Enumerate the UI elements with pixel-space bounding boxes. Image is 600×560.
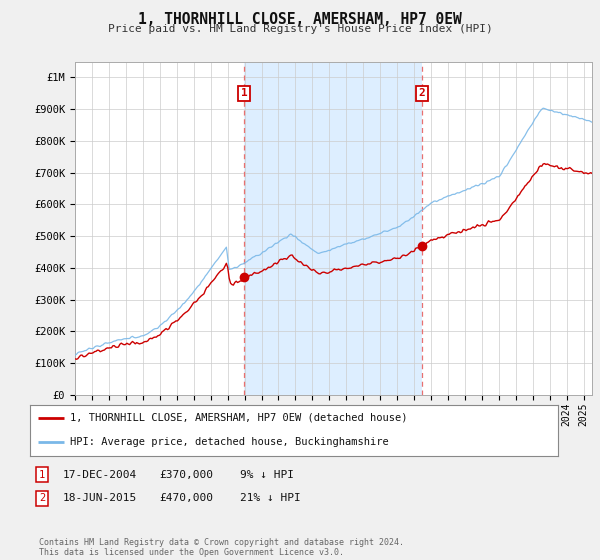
Text: 18-JUN-2015: 18-JUN-2015 (63, 493, 137, 503)
Text: 1: 1 (241, 88, 247, 99)
Text: £470,000: £470,000 (159, 493, 213, 503)
Text: 17-DEC-2004: 17-DEC-2004 (63, 470, 137, 480)
Text: 1: 1 (39, 470, 45, 480)
Text: 21% ↓ HPI: 21% ↓ HPI (240, 493, 301, 503)
Text: Contains HM Land Registry data © Crown copyright and database right 2024.
This d: Contains HM Land Registry data © Crown c… (39, 538, 404, 557)
Text: 1, THORNHILL CLOSE, AMERSHAM, HP7 0EW: 1, THORNHILL CLOSE, AMERSHAM, HP7 0EW (138, 12, 462, 27)
Text: £370,000: £370,000 (159, 470, 213, 480)
Text: 9% ↓ HPI: 9% ↓ HPI (240, 470, 294, 480)
Bar (244, 62, 422, 395)
Text: 2: 2 (39, 493, 45, 503)
Text: 1, THORNHILL CLOSE, AMERSHAM, HP7 0EW (detached house): 1, THORNHILL CLOSE, AMERSHAM, HP7 0EW (d… (70, 413, 407, 423)
Text: HPI: Average price, detached house, Buckinghamshire: HPI: Average price, detached house, Buck… (70, 437, 388, 447)
Text: 2: 2 (419, 88, 425, 99)
Text: Price paid vs. HM Land Registry's House Price Index (HPI): Price paid vs. HM Land Registry's House … (107, 24, 493, 34)
